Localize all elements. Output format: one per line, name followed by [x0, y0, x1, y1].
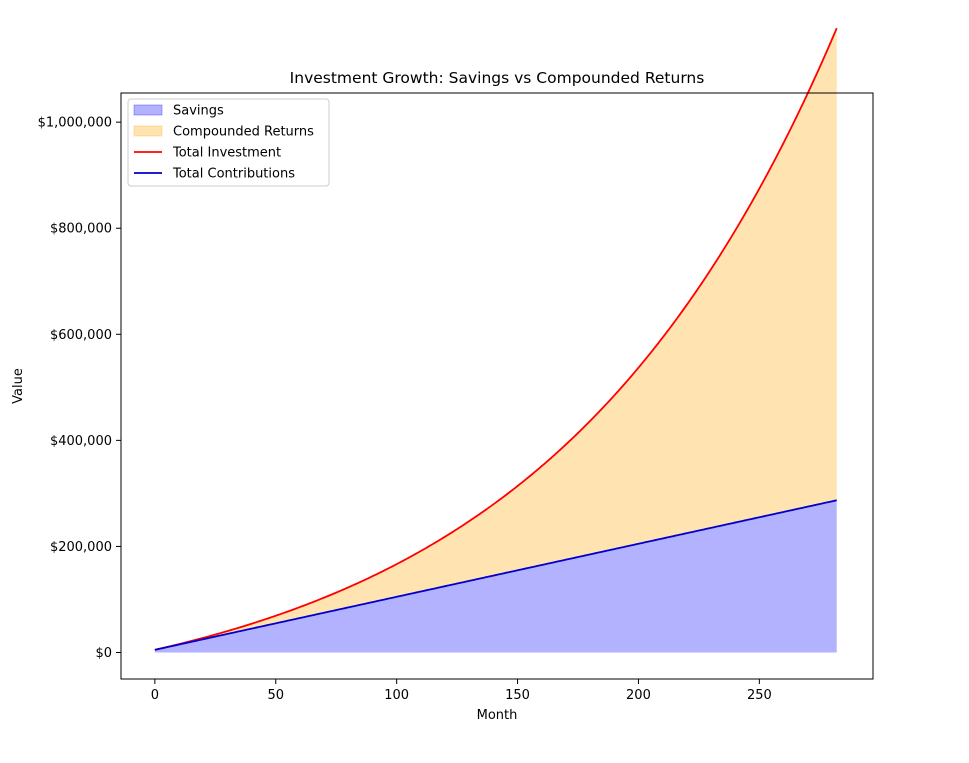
x-tick-label: 100	[384, 688, 409, 703]
chart-title: Investment Growth: Savings vs Compounded…	[290, 69, 705, 87]
x-axis-label: Month	[477, 708, 518, 723]
y-axis-label: Value	[11, 368, 26, 404]
legend: Savings Compounded Returns Total Investmen…	[127, 98, 330, 187]
y-tick-label: $200,000	[50, 540, 112, 555]
legend-label: Total Contributions	[172, 167, 295, 182]
y-tick-label: $400,000	[50, 434, 112, 449]
legend-label: Savings	[173, 104, 224, 119]
x-tick-label: 0	[151, 688, 159, 703]
x-tick-label: 50	[267, 688, 284, 703]
y-tick-label: $800,000	[50, 222, 112, 237]
x-tick-label: 200	[626, 688, 651, 703]
compounded-returns-area	[154, 28, 837, 650]
y-tick-label: $600,000	[50, 328, 112, 343]
total-contributions-line	[154, 499, 837, 651]
legend-box	[127, 98, 330, 187]
legend-label: Compounded Returns	[173, 125, 314, 140]
legend-swatch	[133, 104, 163, 116]
y-axis: $0 $200,000 $400,000 $600,000 $800,000 $1,000…	[38, 116, 121, 661]
x-tick-label: 150	[505, 688, 530, 703]
y-tick-label: $0	[95, 646, 112, 661]
plot-area	[154, 27, 838, 653]
y-tick-label: $1,000,000	[38, 116, 112, 131]
total-investment-line	[154, 27, 838, 651]
plot-frame	[120, 92, 874, 680]
legend-label: Total Investment	[172, 146, 281, 161]
x-axis: 0 50 100 150 200 250	[151, 679, 772, 703]
legend-swatch	[133, 125, 163, 137]
x-tick-label: 250	[747, 688, 772, 703]
